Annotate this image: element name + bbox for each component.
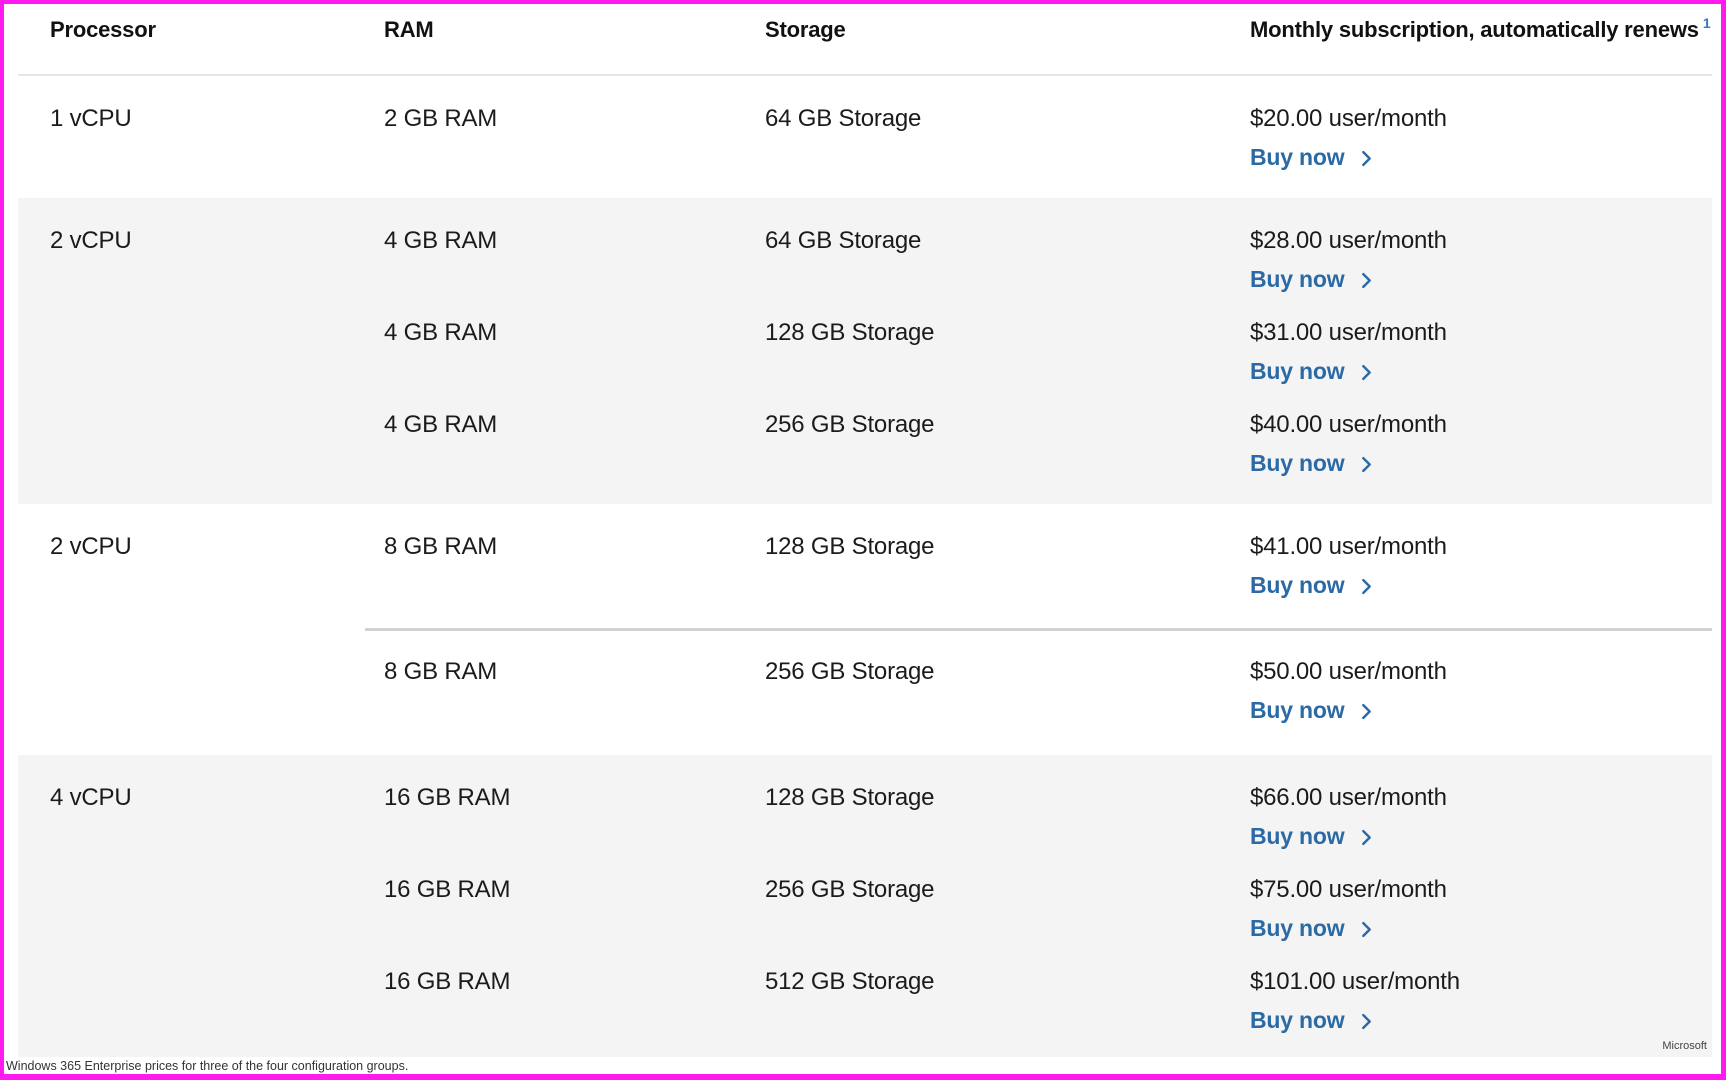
buy-now-link[interactable]: Buy now [1250,821,1375,851]
price-value: $75.00 user/month [1250,876,1447,903]
table-row: 1 vCPU 2 GB RAM 64 GB Storage $20.00 user/m… [18,104,1712,172]
table-row: 16 GB RAM 256 GB Storage $75.00 user/month… [18,875,1712,943]
processor-value: 1 vCPU [50,105,132,132]
buy-now-cell: Buy now [1250,142,1712,172]
price-value: $31.00 user/month [1250,319,1447,346]
config-group: 4 vCPU 16 GB RAM 128 GB Storage $66.00 user… [18,755,1712,1057]
storage-value: 128 GB Storage [765,784,935,811]
price-value: $50.00 user/month [1250,658,1447,685]
processor-value [18,657,384,687]
chevron-right-icon [1358,270,1375,289]
ram-value: 8 GB RAM [384,533,498,560]
chevron-right-icon [1358,919,1375,938]
config-group: 2 vCPU 8 GB RAM 128 GB Storage $41.00 user/… [18,504,1712,755]
chevron-right-icon [1358,148,1375,167]
buy-now-link[interactable]: Buy now [1250,913,1375,943]
processor-value [18,318,384,348]
chevron-right-icon [1358,701,1375,720]
processor-value [18,967,384,997]
table-row: 2 vCPU 4 GB RAM 64 GB Storage $28.00 user/m… [18,226,1712,294]
buy-now-cell: Buy now [1250,264,1712,294]
table-body: 1 vCPU 2 GB RAM 64 GB Storage $20.00 user/m… [18,76,1712,1057]
buy-now-cell: Buy now [1250,695,1712,725]
buy-now-label: Buy now [1250,915,1345,941]
buy-now-link[interactable]: Buy now [1250,448,1375,478]
table-row: 4 vCPU 16 GB RAM 128 GB Storage $66.00 user… [18,783,1712,851]
buy-now-label: Buy now [1250,266,1345,292]
ram-value: 4 GB RAM [384,411,498,438]
price-value: $41.00 user/month [1250,533,1447,560]
table-row: 2 vCPU 8 GB RAM 128 GB Storage $41.00 user/… [18,532,1712,600]
chevron-right-icon [1358,454,1375,473]
ram-value: 4 GB RAM [384,319,498,346]
ram-value: 2 GB RAM [384,105,498,132]
price-value: $20.00 user/month [1250,105,1447,132]
buy-now-label: Buy now [1250,358,1345,384]
storage-value: 256 GB Storage [765,658,935,685]
storage-value: 256 GB Storage [765,411,935,438]
chevron-right-icon [1358,362,1375,381]
buy-now-link[interactable]: Buy now [1250,695,1375,725]
config-group: 1 vCPU 2 GB RAM 64 GB Storage $20.00 user/m… [18,76,1712,198]
price-value: $28.00 user/month [1250,227,1447,254]
chevron-right-icon [1358,1011,1375,1030]
column-header-ram: RAM [384,17,434,42]
buy-now-link[interactable]: Buy now [1250,264,1375,294]
chevron-right-icon [1358,576,1375,595]
table-row: 16 GB RAM 512 GB Storage $101.00 user/mont… [18,967,1712,1035]
buy-now-cell: Buy now [1250,821,1712,851]
buy-now-link[interactable]: Buy now [1250,142,1375,172]
buy-now-label: Buy now [1250,823,1345,849]
ram-value: 16 GB RAM [384,876,511,903]
column-header-processor: Processor [50,17,156,42]
price-value: $101.00 user/month [1250,968,1460,995]
storage-value: 512 GB Storage [765,968,935,995]
buy-now-label: Buy now [1250,1007,1345,1033]
storage-value: 64 GB Storage [765,105,922,132]
processor-value [18,410,384,440]
column-header-storage: Storage [765,17,846,42]
buy-now-cell: Buy now [1250,448,1712,478]
pricing-table: Processor RAM Storage Monthly subscripti… [18,4,1712,1057]
ram-value: 16 GB RAM [384,968,511,995]
buy-now-label: Buy now [1250,572,1345,598]
ram-value: 4 GB RAM [384,227,498,254]
config-group: 2 vCPU 4 GB RAM 64 GB Storage $28.00 user/m… [18,198,1712,504]
buy-now-cell: Buy now [1250,1005,1712,1035]
buy-now-link[interactable]: Buy now [1250,570,1375,600]
ram-value: 16 GB RAM [384,784,511,811]
price-value: $40.00 user/month [1250,411,1447,438]
processor-value: 2 vCPU [50,533,132,560]
buy-now-label: Buy now [1250,697,1345,723]
storage-value: 256 GB Storage [765,876,935,903]
microsoft-watermark: Microsoft [1662,1040,1707,1052]
chevron-right-icon [1358,827,1375,846]
buy-now-label: Buy now [1250,144,1345,170]
processor-value: 4 vCPU [50,784,132,811]
row-divider [365,628,1712,631]
price-value: $66.00 user/month [1250,784,1447,811]
column-header-subscription-label: Monthly subscription, automatically rene… [1250,17,1699,42]
column-header-subscription: Monthly subscription, automatically rene… [1250,15,1712,74]
buy-now-cell: Buy now [1250,356,1712,386]
table-row: 8 GB RAM 256 GB Storage $50.00 user/month B… [18,657,1712,725]
buy-now-link[interactable]: Buy now [1250,1005,1375,1035]
storage-value: 64 GB Storage [765,227,922,254]
buy-now-cell: Buy now [1250,570,1712,600]
storage-value: 128 GB Storage [765,533,935,560]
table-header-row: Processor RAM Storage Monthly subscripti… [18,4,1712,76]
footnote-superscript[interactable]: 1 [1702,15,1711,31]
buy-now-cell: Buy now [1250,913,1712,943]
table-row: 4 GB RAM 128 GB Storage $31.00 user/month B… [18,318,1712,386]
processor-value [18,875,384,905]
figure-caption: Windows 365 Enterprise prices for three … [6,1059,409,1073]
buy-now-link[interactable]: Buy now [1250,356,1375,386]
buy-now-label: Buy now [1250,450,1345,476]
ram-value: 8 GB RAM [384,658,498,685]
storage-value: 128 GB Storage [765,319,935,346]
processor-value: 2 vCPU [50,227,132,254]
table-row: 4 GB RAM 256 GB Storage $40.00 user/month B… [18,410,1712,478]
